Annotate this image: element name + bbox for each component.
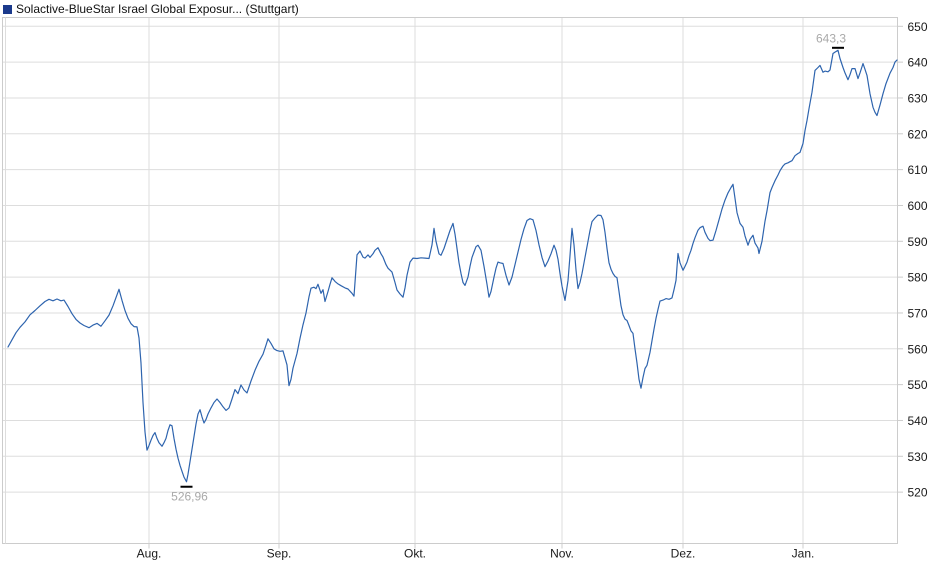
x-axis-label: Aug. [137,547,162,561]
y-axis-label: 570 [908,306,928,320]
y-axis-label: 610 [908,163,928,177]
x-axis-label: Sep. [267,547,292,561]
plot-border [2,17,898,544]
y-axis-label: 640 [908,56,928,70]
y-axis-label: 550 [908,378,928,392]
low-label: 526,96 [171,490,208,504]
y-axis-label: 520 [908,486,928,500]
high-label: 643,3 [816,31,846,45]
x-axis-label: Dez. [671,547,696,561]
y-axis-label: 600 [908,199,928,213]
y-axis-label: 590 [908,235,928,249]
y-axis-label: 580 [908,271,928,285]
price-line [7,49,898,483]
series-legend-square-icon [3,4,12,14]
chart-titlebar: Solactive-BlueStar Israel Global Exposur… [3,2,299,16]
y-axis-label: 630 [908,91,928,105]
y-axis-label: 540 [908,414,928,428]
y-axis-label: 620 [908,127,928,141]
y-axis-label: 560 [908,342,928,356]
chart-title: Solactive-BlueStar Israel Global Exposur… [16,2,299,16]
y-axis-label: 530 [908,450,928,464]
y-axis-label: 650 [908,20,928,34]
x-axis-label: Nov. [550,547,574,561]
x-axis-label: Okt. [404,547,426,561]
x-axis-label: Jan. [792,547,815,561]
